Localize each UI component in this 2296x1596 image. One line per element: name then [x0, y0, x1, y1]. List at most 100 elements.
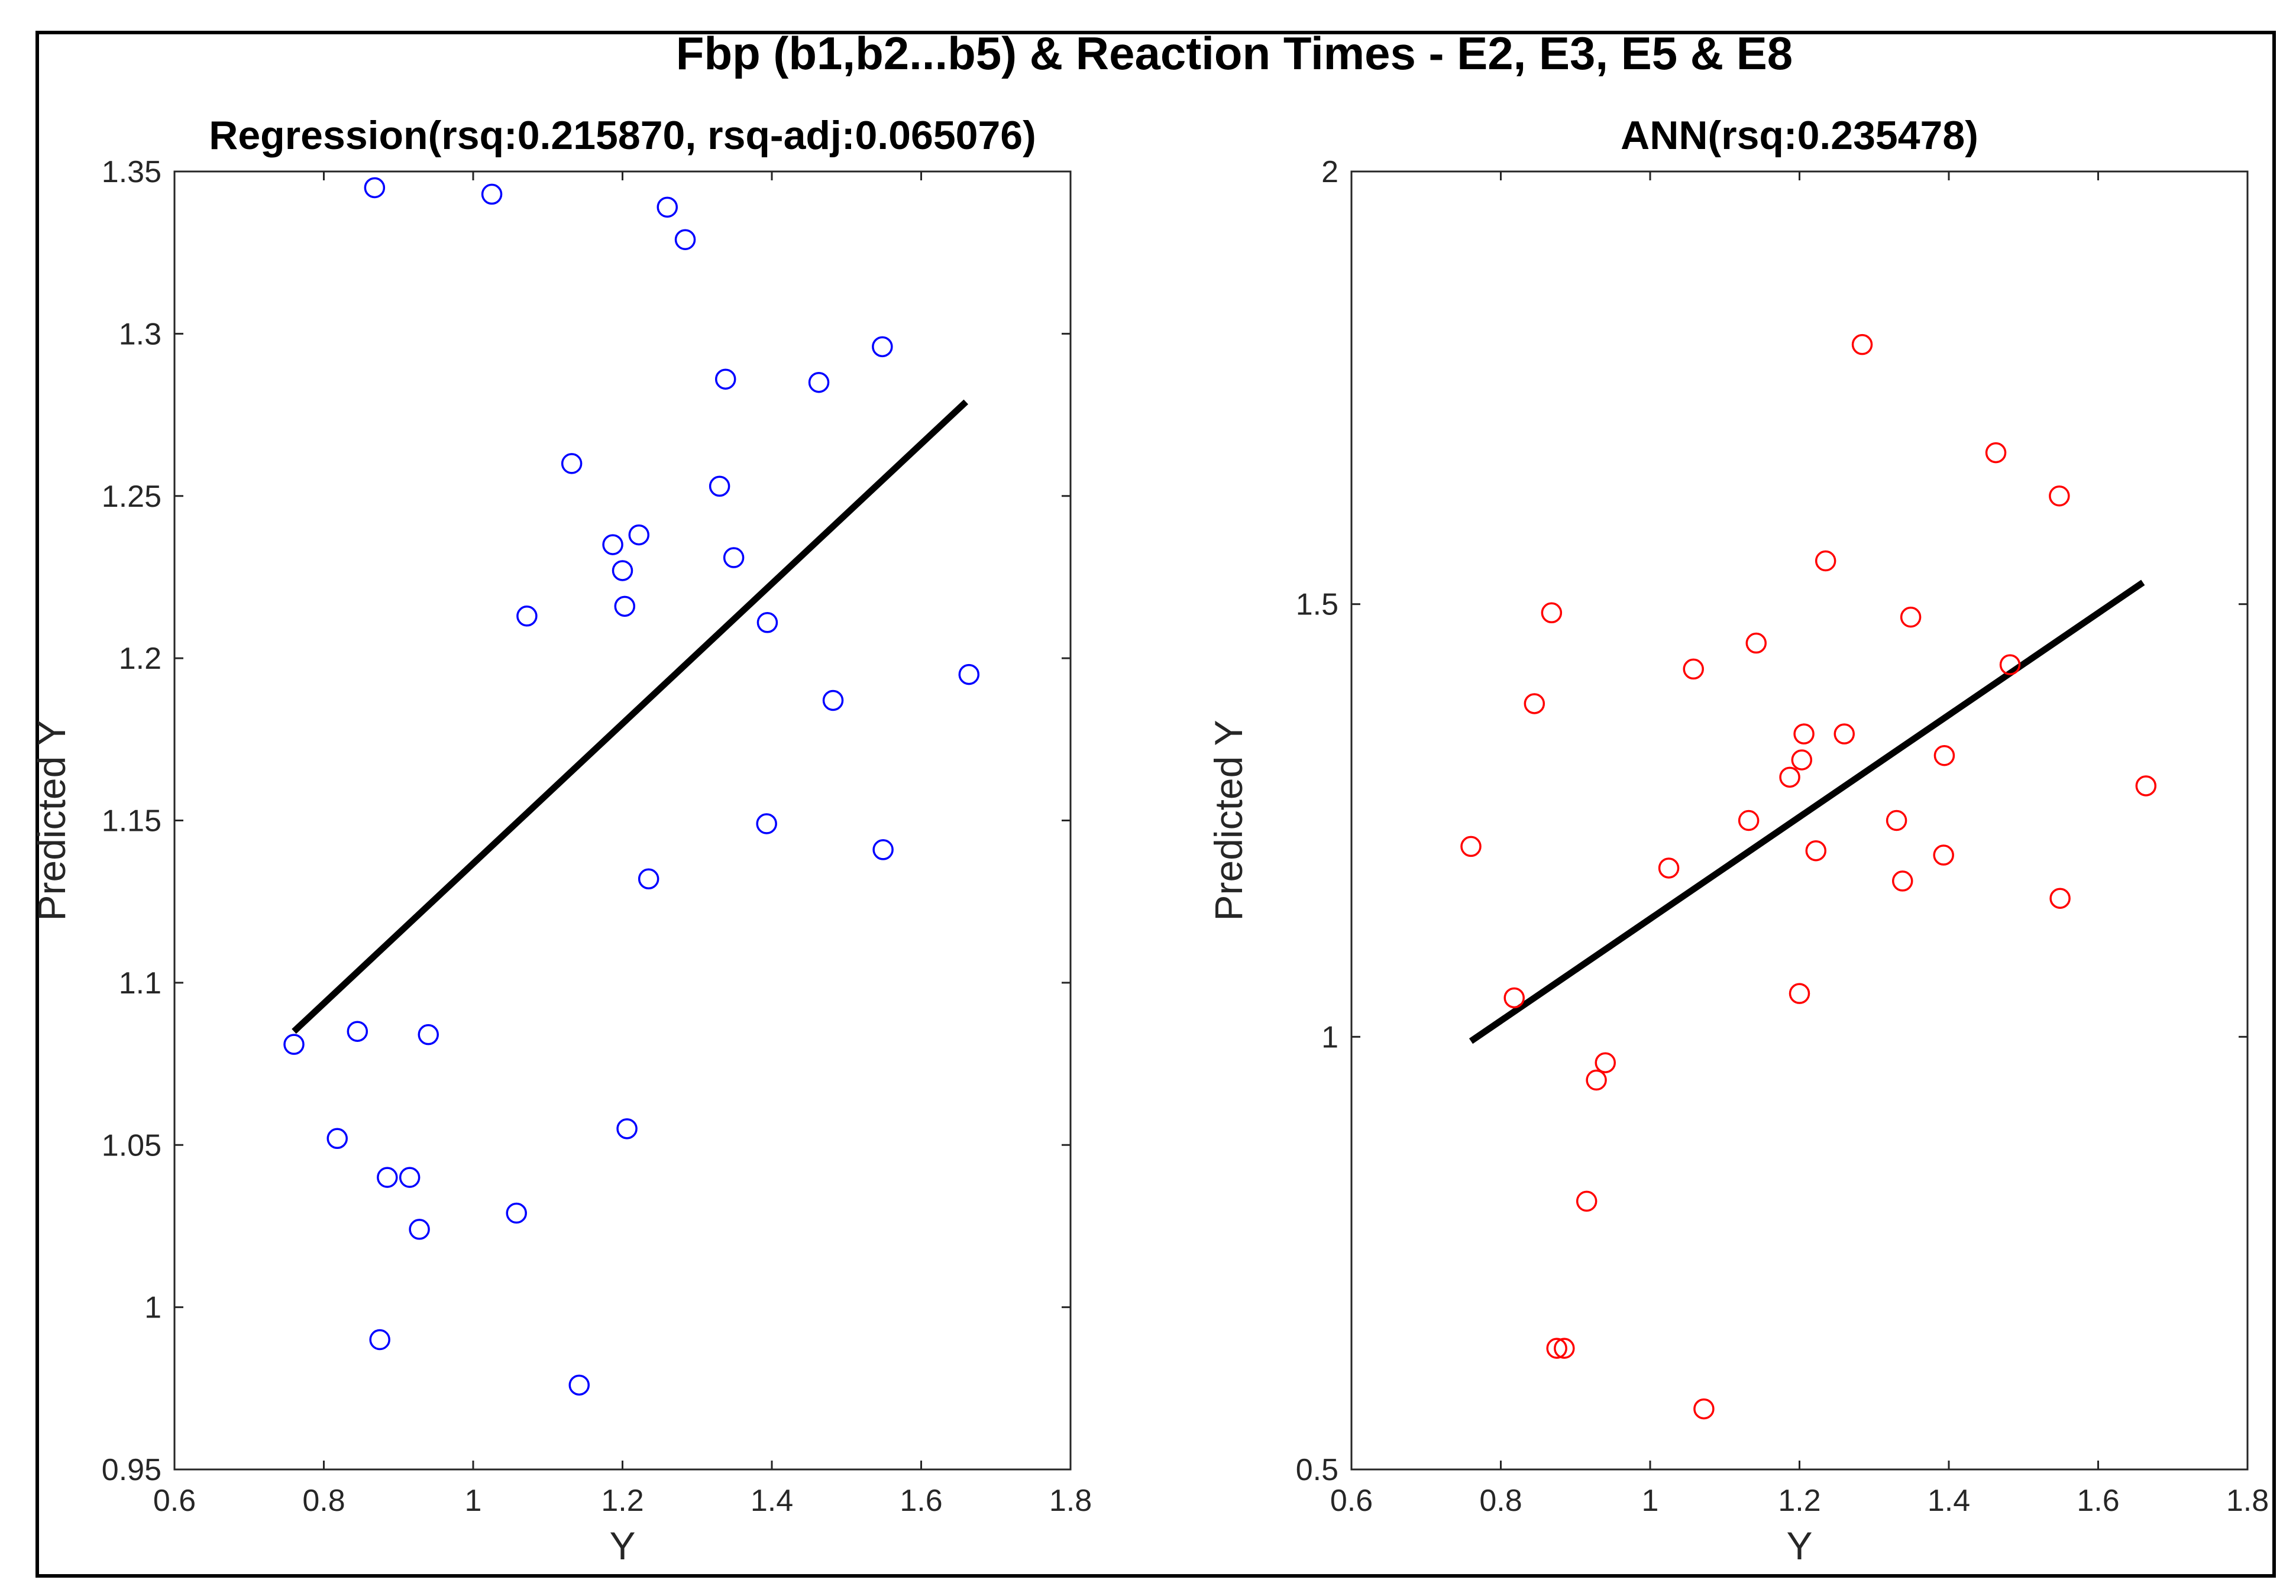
- ann-plot: ANN(rsq:0.235478) 0.6 0.8 1 1.2 1.4 1.6 1.8 0.5 1…: [1207, 113, 2269, 1568]
- ann-data-point: [1683, 658, 1704, 680]
- ann-data-point: [1793, 723, 1815, 744]
- regression-data-point: [638, 868, 659, 890]
- ann-plot-title: ANN(rsq:0.235478): [1621, 113, 1978, 158]
- regression-data-point: [377, 1167, 398, 1188]
- ann-data-point: [1576, 1190, 1598, 1212]
- figure-frame: [35, 31, 2276, 1578]
- ann-data-point: [1524, 693, 1545, 714]
- regression-x-tick-label: 0.6: [153, 1484, 196, 1518]
- regression-data-point: [364, 177, 386, 199]
- regression-y-tick-label: 1.2: [119, 642, 161, 676]
- regression-x-tick-label: 1.2: [601, 1484, 643, 1518]
- regression-data-point: [506, 1202, 527, 1224]
- regression-fit-line: [292, 399, 969, 1034]
- ann-data-point: [2049, 485, 2070, 507]
- ann-data-point: [1933, 844, 1954, 866]
- regression-data-point: [369, 1329, 390, 1351]
- regression-y-tick-label: 1.05: [102, 1128, 161, 1163]
- regression-data-point: [808, 371, 830, 393]
- regression-x-tick-label: 0.8: [302, 1484, 345, 1518]
- regression-data-point: [568, 1374, 590, 1396]
- regression-data-point: [614, 595, 636, 617]
- ann-data-point: [1815, 550, 1836, 572]
- ann-y-axis-label: Predicted Y: [1207, 720, 1250, 921]
- ann-y-tick-label: 2: [1321, 155, 1338, 189]
- regression-data-point: [822, 689, 844, 711]
- regression-y-tick-label: 1.15: [102, 804, 161, 839]
- regression-data-point: [283, 1034, 305, 1055]
- regression-data-point: [616, 1118, 638, 1139]
- regression-axes-box: [173, 170, 1072, 1471]
- regression-data-point: [756, 612, 778, 633]
- ann-x-tick-label: 0.6: [1330, 1484, 1373, 1518]
- regression-data-point: [347, 1021, 368, 1042]
- regression-data-point: [714, 368, 736, 390]
- regression-data-point: [657, 196, 678, 218]
- ann-data-point: [1738, 810, 1760, 831]
- ann-data-point: [1891, 870, 1913, 892]
- ann-data-point: [1546, 1338, 1567, 1359]
- regression-y-tick-label: 0.95: [102, 1453, 161, 1487]
- regression-plot: Regression(rsq:0.215870, rsq-adj:0.06507…: [30, 113, 1092, 1568]
- ann-data-point: [1541, 602, 1563, 624]
- ann-data-point: [1595, 1052, 1616, 1073]
- ann-data-point: [1554, 1338, 1575, 1359]
- regression-y-tick-label: 1: [144, 1291, 161, 1325]
- regression-data-point: [516, 606, 538, 627]
- ann-data-point: [1900, 606, 1922, 628]
- ann-y-tick-label: 1: [1321, 1020, 1338, 1054]
- regression-data-point: [418, 1024, 439, 1045]
- regression-y-tick-label: 1.25: [102, 480, 161, 514]
- ann-data-point: [2049, 888, 2071, 909]
- ann-data-point: [1833, 723, 1855, 744]
- regression-data-point: [612, 560, 633, 581]
- ann-data-point: [1658, 857, 1680, 879]
- regression-data-point: [561, 453, 583, 474]
- regression-plot-title: Regression(rsq:0.215870, rsq-adj:0.06507…: [209, 113, 1036, 158]
- ann-data-point: [1779, 766, 1800, 788]
- regression-y-tick-label: 1.1: [119, 966, 161, 1001]
- ann-x-axis-label: Y: [1786, 1524, 1812, 1568]
- ann-data-point: [1933, 745, 1955, 766]
- ann-data-point: [1805, 840, 1827, 862]
- ann-data-point: [1460, 836, 1482, 857]
- ann-data-point: [1886, 810, 1907, 831]
- ann-y-tick-label: 0.5: [1296, 1453, 1338, 1487]
- regression-data-point: [326, 1128, 348, 1150]
- ann-data-point: [1851, 334, 1873, 355]
- regression-x-tick-label: 1: [465, 1484, 482, 1518]
- ann-x-tick-label: 1.2: [1778, 1484, 1820, 1518]
- ann-data-point: [1503, 987, 1525, 1009]
- ann-data-point: [1745, 632, 1767, 654]
- regression-data-point: [602, 534, 623, 555]
- regression-data-point: [958, 663, 980, 685]
- ann-data-point: [1586, 1069, 1607, 1091]
- regression-data-point: [872, 336, 893, 358]
- ann-data-point: [2135, 775, 2157, 797]
- regression-data-point: [674, 229, 696, 250]
- regression-y-tick-label: 1.35: [102, 155, 161, 189]
- regression-x-tick-label: 1.6: [900, 1484, 942, 1518]
- ann-x-tick-label: 1.6: [2077, 1484, 2119, 1518]
- ann-x-tick-label: 1: [1642, 1484, 1659, 1518]
- figure-title: Fbp (b1,b2...b5) & Reaction Times - E2, …: [676, 27, 1793, 79]
- regression-data-point: [872, 839, 894, 860]
- ann-data-point: [1789, 983, 1810, 1004]
- regression-data-point: [481, 183, 503, 205]
- regression-data-point: [723, 547, 745, 568]
- ann-data-point: [1999, 654, 2021, 675]
- regression-x-axis-label: Y: [609, 1524, 635, 1568]
- regression-y-tick-label: 1.3: [119, 317, 161, 351]
- regression-data-point: [409, 1219, 430, 1240]
- ann-data-point: [1693, 1398, 1715, 1420]
- ann-data-point: [1791, 749, 1813, 771]
- regression-data-point: [399, 1167, 421, 1188]
- ann-x-tick-label: 0.8: [1479, 1484, 1522, 1518]
- regression-y-axis-label: Predicted Y: [30, 720, 73, 921]
- regression-x-tick-label: 1.8: [1049, 1484, 1092, 1518]
- regression-x-tick-label: 1.4: [751, 1484, 793, 1518]
- ann-fit-line: [1469, 580, 2145, 1044]
- ann-y-tick-label: 1.5: [1296, 588, 1338, 622]
- ann-x-tick-label: 1.4: [1928, 1484, 1970, 1518]
